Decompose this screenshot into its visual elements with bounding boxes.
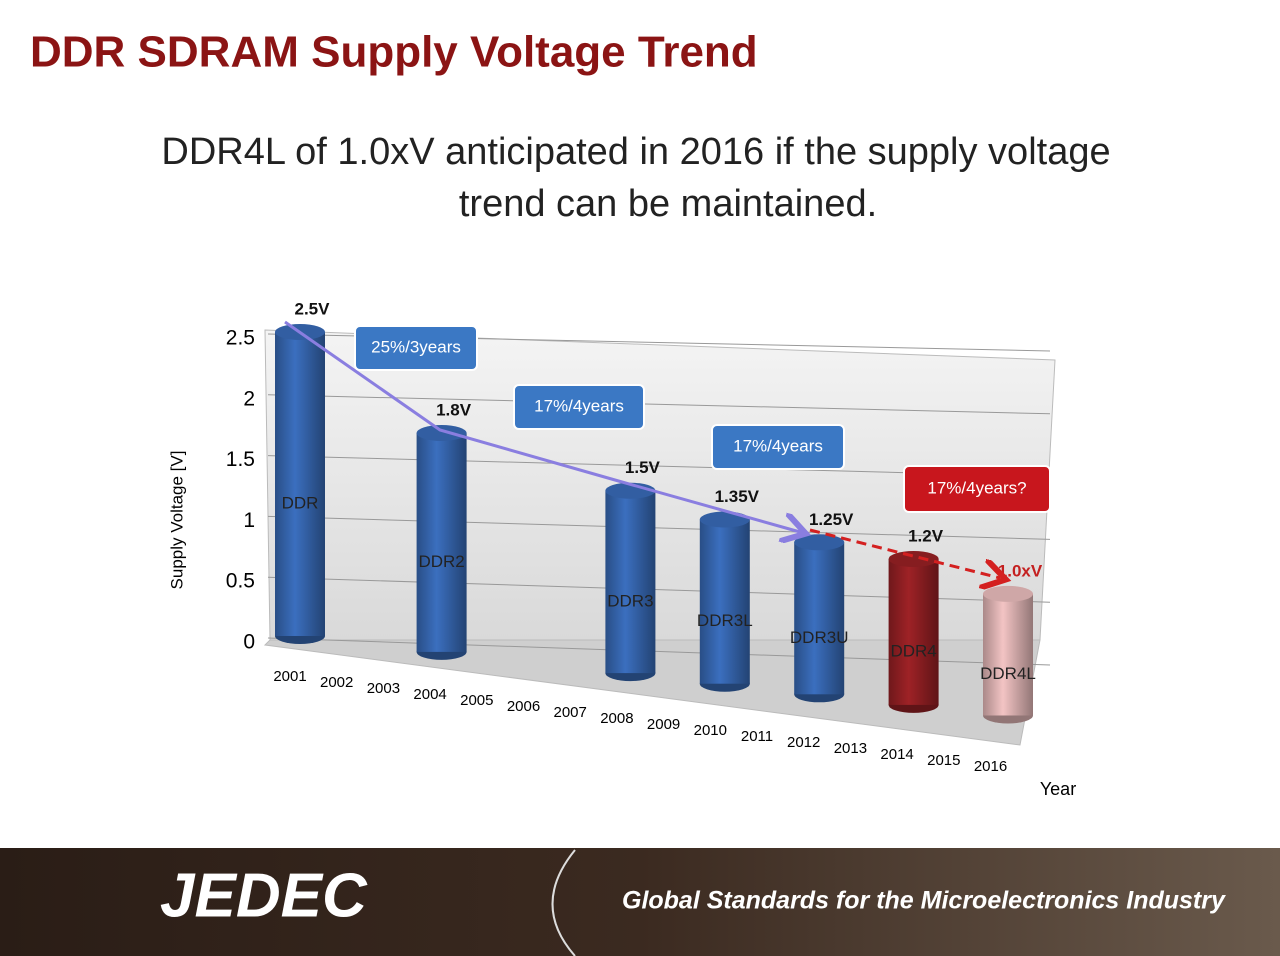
trend-arrow-projected: [809, 528, 1000, 578]
x-tick-label: 2005: [460, 692, 493, 709]
x-tick-label: 2002: [320, 674, 353, 691]
value-label: 2.5V: [295, 299, 331, 318]
x-tick-label: 2013: [834, 740, 867, 757]
x-axis-label: Year: [1040, 779, 1076, 799]
x-tick-label: 2010: [694, 722, 727, 739]
annotation-box: [711, 424, 845, 470]
subtitle-line: trend can be maintained.: [459, 183, 877, 225]
bar: [275, 332, 325, 636]
bar-top: [983, 585, 1033, 602]
bar: [888, 558, 939, 705]
logo: JEDEC: [160, 861, 368, 930]
annotation: 17%/4years?: [927, 478, 1026, 497]
subtitle-line: DDR4L of 1.0xV anticipated in 2016 if th…: [161, 131, 1110, 173]
bar-label: DDR2: [418, 552, 464, 571]
x-tick-label: 2016: [974, 758, 1007, 775]
x-tick-label: 2015: [927, 752, 960, 769]
grid-line: [267, 394, 1051, 415]
bar: [416, 433, 467, 652]
y-tick-label: 0.5: [226, 570, 255, 593]
annotation: 25%/3years: [371, 337, 461, 356]
bar-label: DDR3L: [697, 611, 753, 630]
bar-label: DDR3U: [790, 628, 849, 647]
tagline: Global Standards for the Microelectronic…: [622, 887, 1226, 915]
x-tick-label: 2014: [880, 746, 913, 763]
trend-arrow: [284, 320, 800, 532]
y-tick-label: 1: [243, 509, 255, 532]
x-tick-label: 2012: [787, 734, 820, 751]
bar: [699, 519, 750, 684]
annotation-box: [513, 384, 645, 430]
value-label: 1.0xV: [998, 561, 1043, 580]
value-label: 1.2V: [908, 526, 944, 545]
y-tick-label: 2: [243, 387, 255, 410]
x-tick-label: 2001: [273, 668, 306, 685]
grid-line: [267, 515, 1051, 540]
value-label: 1.8V: [436, 401, 472, 420]
x-tick-label: 2004: [413, 686, 446, 703]
x-tick-label: 2011: [741, 728, 773, 745]
x-tick-label: 2006: [507, 698, 540, 715]
x-tick-label: 2007: [554, 704, 587, 721]
bar-top: [888, 550, 939, 567]
annotation: 17%/4years: [534, 396, 624, 415]
footer-band: [0, 848, 1280, 956]
bar-label: DDR4: [890, 641, 936, 660]
x-tick-label: 2009: [647, 716, 680, 733]
y-tick-label: 0: [243, 631, 255, 654]
bar-top: [416, 425, 467, 442]
bar: [605, 490, 656, 674]
slide-title: DDR SDRAM Supply Voltage Trend: [30, 28, 758, 77]
bar-top: [699, 511, 750, 528]
y-axis-label: Supply Voltage [V]: [167, 451, 186, 590]
bar-label: DDR3: [607, 591, 653, 610]
x-tick-label: 2008: [600, 710, 633, 727]
y-tick-label: 1.5: [226, 448, 255, 471]
plot: 0 0.5 1 1.5 2 2.5 2001 2002 2003 2004 2005 2006 2007…: [226, 299, 1051, 775]
value-label: 1.5V: [625, 458, 661, 477]
x-tick-label: 2003: [367, 680, 400, 697]
bar-label: DDR: [282, 493, 319, 512]
value-label: 1.25V: [809, 510, 854, 529]
bar: [794, 542, 845, 695]
bar-label: DDR4L: [980, 664, 1036, 683]
floor: [263, 639, 1041, 746]
bar-top: [794, 534, 845, 551]
annotation: 17%/4years: [733, 436, 823, 455]
bar: [983, 593, 1033, 716]
annotation-box: [903, 465, 1051, 513]
footer-swoosh: [551, 849, 576, 956]
value-label: 1.35V: [715, 487, 760, 506]
annotation-box: [354, 325, 478, 371]
y-tick-label: 2.5: [226, 327, 255, 350]
